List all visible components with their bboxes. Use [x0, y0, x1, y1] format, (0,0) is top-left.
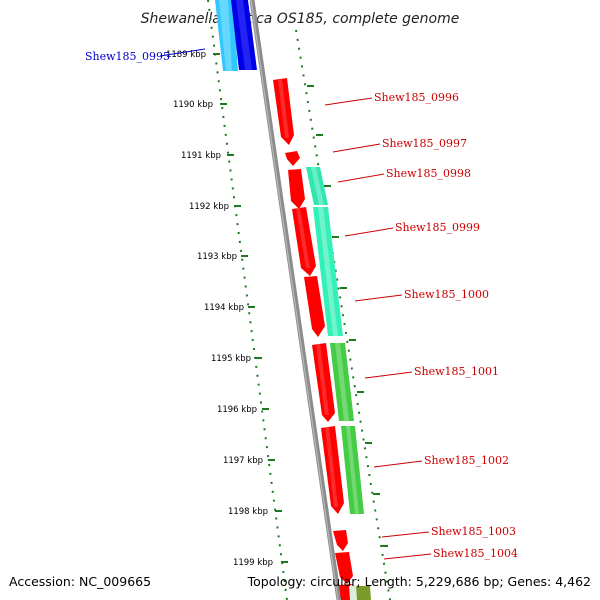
forward-genes — [273, 78, 354, 600]
leader-line-1003 — [381, 531, 430, 538]
leader-line-1004 — [383, 553, 432, 560]
gene-label-shew185-1004[interactable]: Shew185_1004 — [433, 547, 518, 560]
gene-label-shew185-0999[interactable]: Shew185_0999 — [395, 221, 480, 234]
gene-shew185-1000-arrow[interactable] — [304, 276, 325, 337]
gene-label-shew185-0997[interactable]: Shew185_0997 — [382, 137, 467, 150]
feature-pale-block — [349, 585, 357, 600]
leader-line-1002 — [373, 460, 423, 468]
kbp-label: 1193 kbp — [197, 252, 237, 262]
kbp-label: 1199 kbp — [233, 558, 273, 568]
label-leader-lines — [159, 48, 432, 560]
leader-line-0997 — [332, 143, 381, 153]
gene-shew185-0998-arrow[interactable] — [288, 169, 305, 209]
feature-green-block-2-light — [346, 426, 359, 514]
genome-backbone — [249, 0, 342, 600]
kbp-label: 1190 kbp — [173, 100, 213, 110]
kbp-label: 1198 kbp — [228, 507, 268, 517]
feature-teal-block-2-light — [318, 207, 338, 336]
kbp-label: 1192 kbp — [189, 202, 229, 212]
leader-line-0999 — [344, 227, 394, 237]
gene-shading — [316, 344, 329, 415]
gene-label-shew185-1002[interactable]: Shew185_1002 — [424, 454, 509, 467]
leader-line-0995 — [159, 48, 206, 57]
kbp-tick-labels: 1189 kbp 1190 kbp 1191 kbp 1192 kbp 1193… — [166, 50, 273, 568]
gene-shew185-1003-arrow[interactable] — [333, 530, 348, 551]
genome-backbone-highlight — [250, 0, 339, 600]
feature-olive-block — [355, 586, 371, 600]
leader-line-0996 — [324, 97, 373, 106]
gene-shading — [278, 79, 289, 138]
gene-label-shew185-1003[interactable]: Shew185_1003 — [431, 525, 516, 538]
gene-shew185-1002-arrow[interactable] — [321, 426, 344, 514]
kbp-label: 1196 kbp — [217, 405, 257, 415]
gene-shew185-0995-feature-light — [219, 0, 232, 71]
gene-label-shew185-0998[interactable]: Shew185_0998 — [386, 167, 471, 180]
gene-shew185-0996-arrow[interactable] — [273, 78, 294, 145]
left-dotted-guide — [207, 0, 288, 600]
gene-shading — [296, 208, 310, 268]
kbp-label: 1194 kbp — [204, 303, 244, 313]
gene-label-shew185-1000[interactable]: Shew185_1000 — [404, 288, 489, 301]
leader-line-1001 — [364, 371, 413, 379]
gene-label-shew185-0996[interactable]: Shew185_0996 — [374, 91, 459, 104]
gene-label-shew185-0995[interactable]: Shew185_0995 — [85, 50, 170, 63]
map-title: Shewanella baltica OS185, complete genom… — [141, 11, 460, 27]
gene-shew185-0999-arrow[interactable] — [292, 207, 316, 276]
gene-shew185-0997-arrow[interactable] — [285, 151, 300, 166]
gene-label-shew185-1001[interactable]: Shew185_1001 — [414, 365, 499, 378]
leader-line-0998 — [337, 173, 385, 183]
feature-teal-block-1-light — [311, 167, 324, 205]
kbp-tick-marks — [213, 53, 288, 563]
kbp-label: 1197 kbp — [223, 456, 263, 466]
kbp-label: 1189 kbp — [166, 50, 206, 60]
accession-label: Accession: NC_009665 — [9, 574, 151, 589]
right-dotted-guide — [295, 29, 391, 600]
gene-shew185-1001-arrow[interactable] — [312, 343, 335, 422]
kbp-label: 1191 kbp — [181, 151, 221, 161]
gene-shew185-0995-arrow-shade — [236, 0, 252, 70]
right-tick-marks — [307, 85, 388, 547]
feature-green-block-1-light — [335, 343, 349, 421]
gene-shew185-1004-arrow[interactable] — [335, 552, 353, 584]
kbp-label: 1195 kbp — [211, 354, 251, 364]
leader-line-1000 — [354, 294, 403, 302]
gene-shading — [325, 427, 338, 507]
forward-genes-shading — [278, 79, 338, 507]
topology-label: Topology: circular; Length: 5,229,686 bp… — [247, 574, 591, 589]
